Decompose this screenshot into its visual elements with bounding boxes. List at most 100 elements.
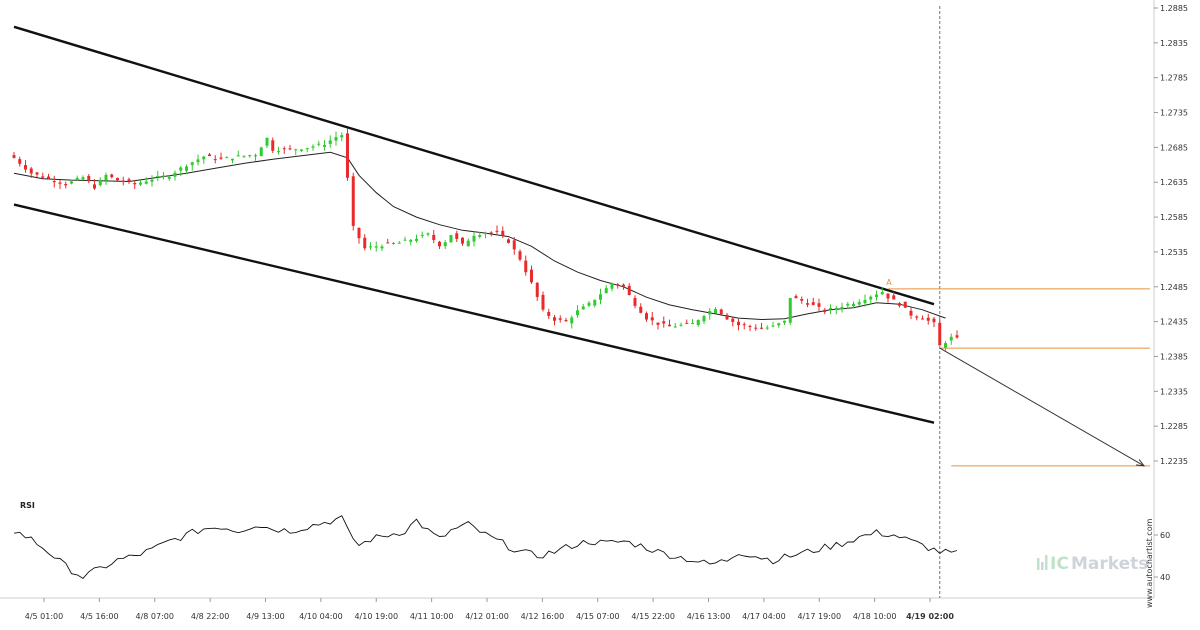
candle-body [139, 182, 142, 185]
candle-body [380, 246, 384, 249]
date-tick-label: 4/8 22:00 [191, 612, 229, 621]
candle-body [541, 294, 545, 310]
candle-body [12, 155, 16, 158]
candle-body [455, 233, 459, 239]
candle-body [133, 182, 137, 185]
icmarkets-logo-icon [1037, 555, 1048, 570]
candle-body [271, 140, 275, 151]
candle-body [852, 303, 855, 307]
date-tick-label: 4/9 13:00 [246, 612, 284, 621]
candle-body [144, 181, 148, 184]
trend-channel [13, 25, 935, 424]
moving-average-line [13, 151, 946, 321]
candle-body [282, 148, 286, 150]
candle-body [351, 176, 355, 226]
price-tick-label: 1.2435 [1160, 318, 1188, 327]
candle-body [472, 235, 476, 242]
candle-body [737, 321, 740, 326]
candle-body [662, 321, 666, 324]
candle-body [783, 320, 786, 323]
candle-body [587, 302, 591, 306]
candle-body [323, 145, 326, 147]
forecast-arrow-line [939, 347, 1145, 467]
candle-body [81, 177, 85, 180]
candle-body [938, 322, 942, 346]
price-tick-label: 1.2635 [1160, 178, 1188, 187]
candle-body [93, 184, 96, 189]
candle-body [846, 303, 850, 306]
candle-body [190, 162, 194, 166]
candle-body [121, 180, 125, 182]
candle-body [179, 167, 183, 171]
candle-body [409, 239, 413, 242]
candle-body [127, 179, 131, 182]
candle-body [944, 343, 947, 348]
candle-body [639, 306, 643, 313]
candle-body [668, 324, 671, 327]
price-tick-label: 1.2785 [1160, 74, 1188, 83]
price-axis: 1.2885 1.2835 1.2785 1.2735 1.2685 1.2635 1.25… [1154, 4, 1188, 466]
candle-body [41, 176, 45, 178]
candle-body [443, 242, 447, 247]
candle-body [909, 310, 913, 316]
candle-body [248, 155, 252, 157]
candle-body [150, 179, 154, 182]
candle-body [294, 149, 298, 151]
rsi-line [13, 515, 958, 579]
candle-body [334, 137, 338, 141]
candle-body [231, 158, 234, 161]
candle-body [754, 327, 758, 329]
candle-body [305, 148, 309, 150]
candle-body [317, 143, 321, 145]
rsi-tick-label: 60 [1160, 531, 1170, 540]
candle-body [357, 227, 361, 239]
candle-body [24, 165, 27, 170]
candle-body [725, 314, 729, 320]
candle-body [742, 324, 746, 326]
date-tick-label: 4/15 07:00 [576, 612, 620, 621]
price-tick-label: 1.2285 [1160, 422, 1188, 431]
price-tick-label: 1.2685 [1160, 143, 1188, 152]
candle-body [403, 239, 407, 241]
candle-body [788, 297, 792, 323]
price-tick-label: 1.2335 [1160, 387, 1188, 396]
candle-body [926, 317, 930, 321]
date-tick-label: 4/10 04:00 [299, 612, 343, 621]
candle-body [645, 313, 648, 320]
candle-body [489, 232, 493, 234]
candle-body [834, 307, 838, 310]
date-tick-label: 4/15 22:00 [631, 612, 675, 621]
candle-body [173, 172, 177, 177]
candle-body [765, 327, 769, 329]
candle-body [449, 235, 453, 243]
date-tick-label: 4/8 07:00 [136, 612, 174, 621]
candle-body [886, 293, 890, 299]
candle-body [225, 157, 229, 159]
candle-body [708, 311, 712, 315]
candle-body [576, 310, 579, 316]
candle-body [880, 291, 884, 295]
candle-body [47, 176, 50, 179]
price-tick-label: 1.2735 [1160, 109, 1188, 118]
brand-prefix: IC [1050, 554, 1069, 574]
candle-body [29, 168, 33, 174]
candle-body [162, 175, 165, 177]
candle-body [857, 302, 861, 305]
candle-body [236, 155, 240, 157]
candle-body [622, 284, 625, 287]
candle-body [777, 323, 781, 326]
price-tick-label: 1.2485 [1160, 283, 1188, 292]
candle-body [593, 299, 597, 306]
candle-body [426, 233, 430, 235]
candle-body [208, 154, 211, 157]
candle-body [731, 318, 735, 322]
candle-body [949, 336, 953, 341]
candle-body [495, 230, 499, 232]
candle-body [829, 308, 832, 310]
candle-body [265, 137, 269, 146]
price-tick-label: 1.2385 [1160, 352, 1188, 361]
candle-body [811, 302, 815, 305]
candle-body [771, 325, 775, 327]
rsi-panel: RSI 60 40 [13, 501, 1170, 582]
